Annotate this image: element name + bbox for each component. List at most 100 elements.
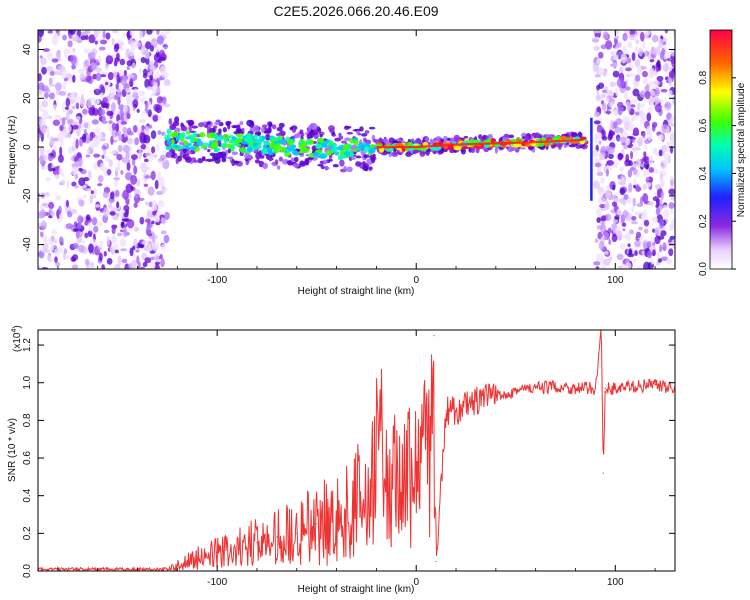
ridge-cell [189, 146, 197, 150]
noise-cell [617, 152, 623, 161]
noise-cell [119, 58, 126, 66]
noise-cell [138, 68, 143, 74]
noise-cell [596, 207, 602, 217]
noise-cell [121, 218, 129, 222]
noise-cell [80, 123, 85, 131]
noise-cell [81, 133, 87, 143]
noise-cell [158, 158, 163, 164]
noise-cell [89, 131, 96, 139]
halo-cell [293, 156, 299, 163]
noise-cell [137, 90, 146, 97]
noise-cell [134, 137, 140, 146]
noise-cell [607, 146, 615, 154]
noise-cell [79, 73, 86, 80]
noise-cell [66, 179, 70, 189]
noise-cell [629, 104, 636, 108]
halo-cell [317, 163, 324, 167]
halo-cell [184, 156, 190, 161]
noise-cell [42, 48, 50, 52]
noise-cell [671, 218, 675, 226]
snr-point [455, 410, 457, 412]
noise-cell [159, 49, 165, 57]
noise-cell [123, 104, 128, 113]
noise-cell [95, 67, 103, 73]
noise-cell [613, 195, 619, 199]
noise-cell [627, 122, 635, 132]
halo-cell [244, 152, 251, 159]
noise-cell [668, 202, 675, 209]
noise-cell [601, 93, 606, 98]
noise-cell [644, 30, 651, 36]
ridge-cell [223, 138, 229, 144]
noise-cell [61, 171, 65, 177]
noise-cell [157, 200, 165, 208]
halo-cell [332, 163, 339, 168]
noise-cell [611, 223, 618, 230]
snr-y-multiplier-close: ) [12, 325, 23, 328]
halo-cell [344, 125, 352, 129]
ridge-cell [164, 136, 171, 141]
ridge-cell [350, 151, 355, 158]
noise-cell [146, 210, 153, 218]
noise-cell [647, 250, 653, 259]
ridge-cell [308, 139, 314, 145]
halo-cell [545, 133, 550, 139]
noise-cell [41, 220, 46, 226]
noise-cell [106, 110, 114, 116]
noise-cell [672, 30, 675, 37]
noise-cell [50, 210, 55, 218]
noise-cell [117, 232, 123, 237]
noise-cell [139, 216, 145, 225]
noise-cell [137, 261, 141, 269]
halo-cell [343, 166, 347, 171]
halo-cell [215, 119, 221, 123]
noise-cell [641, 212, 645, 220]
noise-cell [99, 109, 106, 116]
noise-cell [113, 181, 119, 187]
noise-cell [643, 151, 647, 158]
halo-cell [369, 154, 376, 160]
noise-cell [144, 158, 149, 163]
noise-cell [153, 153, 158, 158]
ridge-cell [293, 151, 300, 156]
noise-cell [102, 97, 108, 103]
ridge-cell [279, 146, 287, 152]
noise-cell [142, 110, 147, 115]
noise-cell [97, 183, 103, 187]
noise-cell [644, 90, 651, 100]
noise-cell [67, 40, 73, 48]
ridge-cell [190, 135, 195, 141]
noise-cell [48, 201, 55, 210]
noise-cell [620, 53, 628, 64]
noise-cell [152, 210, 157, 216]
halo-cell [268, 157, 273, 162]
noise-cell [72, 74, 76, 83]
halo-cell [328, 125, 335, 132]
ridge-cell [269, 142, 276, 149]
noise-cell [65, 97, 71, 108]
noise-cell [657, 45, 661, 56]
noise-cell [659, 219, 665, 229]
snr-point [435, 560, 437, 563]
noise-cell [616, 137, 621, 142]
noise-cell [66, 73, 73, 79]
snr-point [515, 389, 517, 391]
noise-cell [117, 255, 122, 266]
noise-cell [55, 195, 62, 201]
halo-cell [338, 135, 344, 140]
halo-cell [362, 161, 366, 166]
halo-cell [424, 136, 430, 142]
noise-cell [619, 127, 624, 134]
noise-cell [55, 261, 61, 267]
noise-cell [147, 166, 151, 171]
noise-cell [595, 36, 600, 40]
noise-cell [94, 126, 101, 134]
noise-cell [621, 142, 626, 146]
noise-cell [105, 55, 114, 65]
snr-x-axis-label: Height of straight line (km) [298, 584, 415, 595]
noise-cell [116, 201, 120, 209]
noise-cell [157, 130, 162, 135]
noise-cell [647, 131, 653, 141]
noise-cell [643, 144, 648, 151]
noise-cell [78, 177, 86, 187]
